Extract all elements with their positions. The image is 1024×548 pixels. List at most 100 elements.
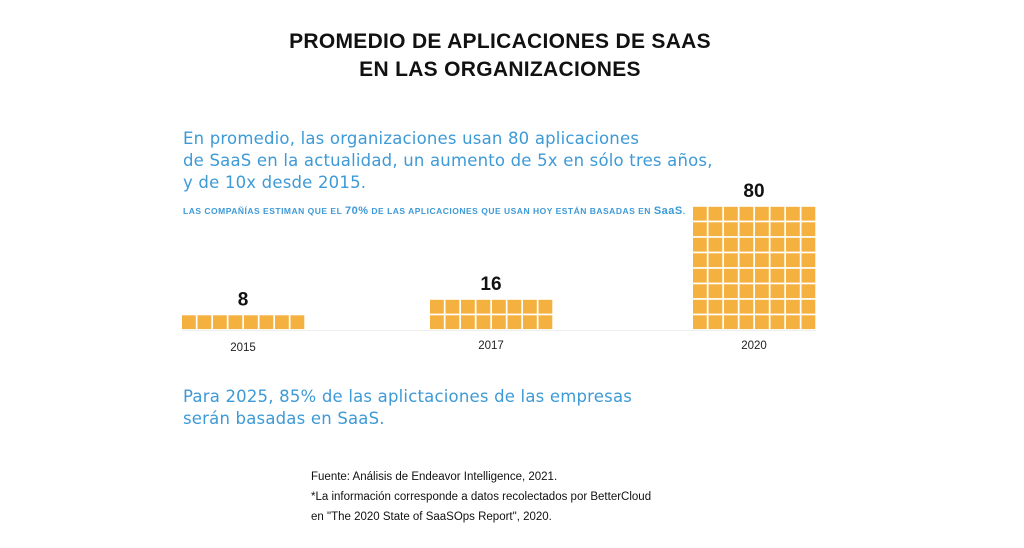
waffle-square [724, 237, 738, 252]
title-line-2: EN LAS ORGANIZACIONES [359, 58, 641, 81]
waffle-square [445, 315, 460, 330]
waffle-square [724, 299, 738, 314]
waffle-square [182, 315, 196, 330]
waffle-square [708, 284, 723, 299]
waffle-square [476, 315, 491, 330]
category-label: 2015 [230, 342, 256, 354]
waffle-square [693, 237, 707, 252]
waffle-square [693, 284, 707, 299]
waffle-square [290, 315, 305, 330]
waffle-square [786, 284, 800, 299]
waffle-square [430, 299, 444, 314]
note-text: DE LAS APLICACIONES QUE USAN HOY ESTÁN B… [368, 206, 654, 216]
waffle-square [786, 222, 800, 237]
note-percent: 70% [345, 205, 369, 217]
waffle-square [786, 315, 800, 330]
source-line: en "The 2020 State of SaaSOps Report", 2… [311, 511, 552, 523]
intro-line: de SaaS en la actualidad, un aumento de … [183, 151, 713, 170]
waffle-square [507, 299, 522, 314]
waffle-square [708, 253, 723, 268]
estimate-note: LAS COMPAÑÍAS ESTIMAN QUE EL 70% DE LAS … [183, 205, 686, 217]
waffle-square [724, 206, 738, 221]
waffle-square [507, 315, 522, 330]
waffle-square [693, 206, 707, 221]
title-line-1: PROMEDIO DE APLICACIONES DE SAAS [289, 30, 711, 53]
waffle-square [739, 299, 754, 314]
waffle-square [708, 206, 723, 221]
waffle-square [244, 315, 258, 330]
waffle-square [476, 299, 491, 314]
forecast-text: Para 2025, 85% de las aplictaciones de l… [183, 386, 632, 430]
waffle-square [228, 315, 243, 330]
waffle-square [724, 268, 738, 283]
waffle-square [445, 299, 460, 314]
waffle-square [770, 299, 785, 314]
waffle-square [770, 268, 785, 283]
waffle-square [724, 315, 738, 330]
waffle-square [770, 206, 785, 221]
waffle-square [275, 315, 289, 330]
waffle-square [461, 315, 475, 330]
waffle-square [801, 268, 816, 283]
forecast-line: serán basadas en SaaS. [183, 409, 385, 428]
waffle-square [708, 237, 723, 252]
waffle-square [739, 284, 754, 299]
intro-line: En promedio, las organizaciones usan 80 … [183, 129, 640, 148]
waffle-square [739, 268, 754, 283]
waffle-square [430, 315, 444, 330]
waffle-square [755, 284, 769, 299]
waffle-square [492, 315, 506, 330]
waffle-square [770, 253, 785, 268]
waffle-square [708, 315, 723, 330]
waffle-square [739, 253, 754, 268]
category-label: 2017 [478, 340, 504, 352]
waffle-square [213, 315, 227, 330]
waffle-square [801, 222, 816, 237]
waffle-square [724, 253, 738, 268]
note-text: LAS COMPAÑÍAS ESTIMAN QUE EL [183, 206, 346, 216]
waffle-square [693, 315, 707, 330]
waffle-square [739, 222, 754, 237]
waffle-square [259, 315, 274, 330]
forecast-line: Para 2025, 85% de las aplictaciones de l… [183, 387, 633, 406]
waffle-square [739, 206, 754, 221]
data-label: 8 [238, 290, 249, 311]
waffle-square [770, 222, 785, 237]
waffle-square [693, 222, 707, 237]
data-label: 80 [743, 181, 764, 202]
intro-text: En promedio, las organizaciones usan 80 … [183, 128, 713, 194]
note-text: . [682, 206, 686, 216]
waffle-square [786, 237, 800, 252]
waffle-square [538, 299, 553, 314]
chart-title: PROMEDIO DE APLICACIONES DE SAAS EN LAS … [0, 28, 1000, 84]
waffle-square [801, 315, 816, 330]
waffle-square [693, 268, 707, 283]
waffle-square [693, 253, 707, 268]
waffle-square [755, 253, 769, 268]
waffle-square [197, 315, 212, 330]
waffle-square [693, 299, 707, 314]
waffle-square [755, 299, 769, 314]
waffle-square [801, 206, 816, 221]
waffle-square [755, 206, 769, 221]
waffle-square [801, 284, 816, 299]
source-line: *La información corresponde a datos reco… [311, 491, 652, 503]
waffle-square [739, 315, 754, 330]
waffle-square [523, 315, 537, 330]
data-label: 16 [480, 274, 501, 295]
waffle-square [461, 299, 475, 314]
waffle-square [786, 253, 800, 268]
waffle-square [801, 299, 816, 314]
waffle-square [724, 222, 738, 237]
waffle-square [523, 299, 537, 314]
waffle-square [708, 268, 723, 283]
waffle-square [786, 268, 800, 283]
waffle-square [786, 299, 800, 314]
waffle-square [538, 315, 553, 330]
category-label: 2020 [741, 340, 767, 352]
waffle-square [786, 206, 800, 221]
source-line: Fuente: Análisis de Endeavor Intelligenc… [311, 471, 558, 483]
intro-line: y de 10x desde 2015. [183, 173, 367, 192]
waffle-square [770, 315, 785, 330]
